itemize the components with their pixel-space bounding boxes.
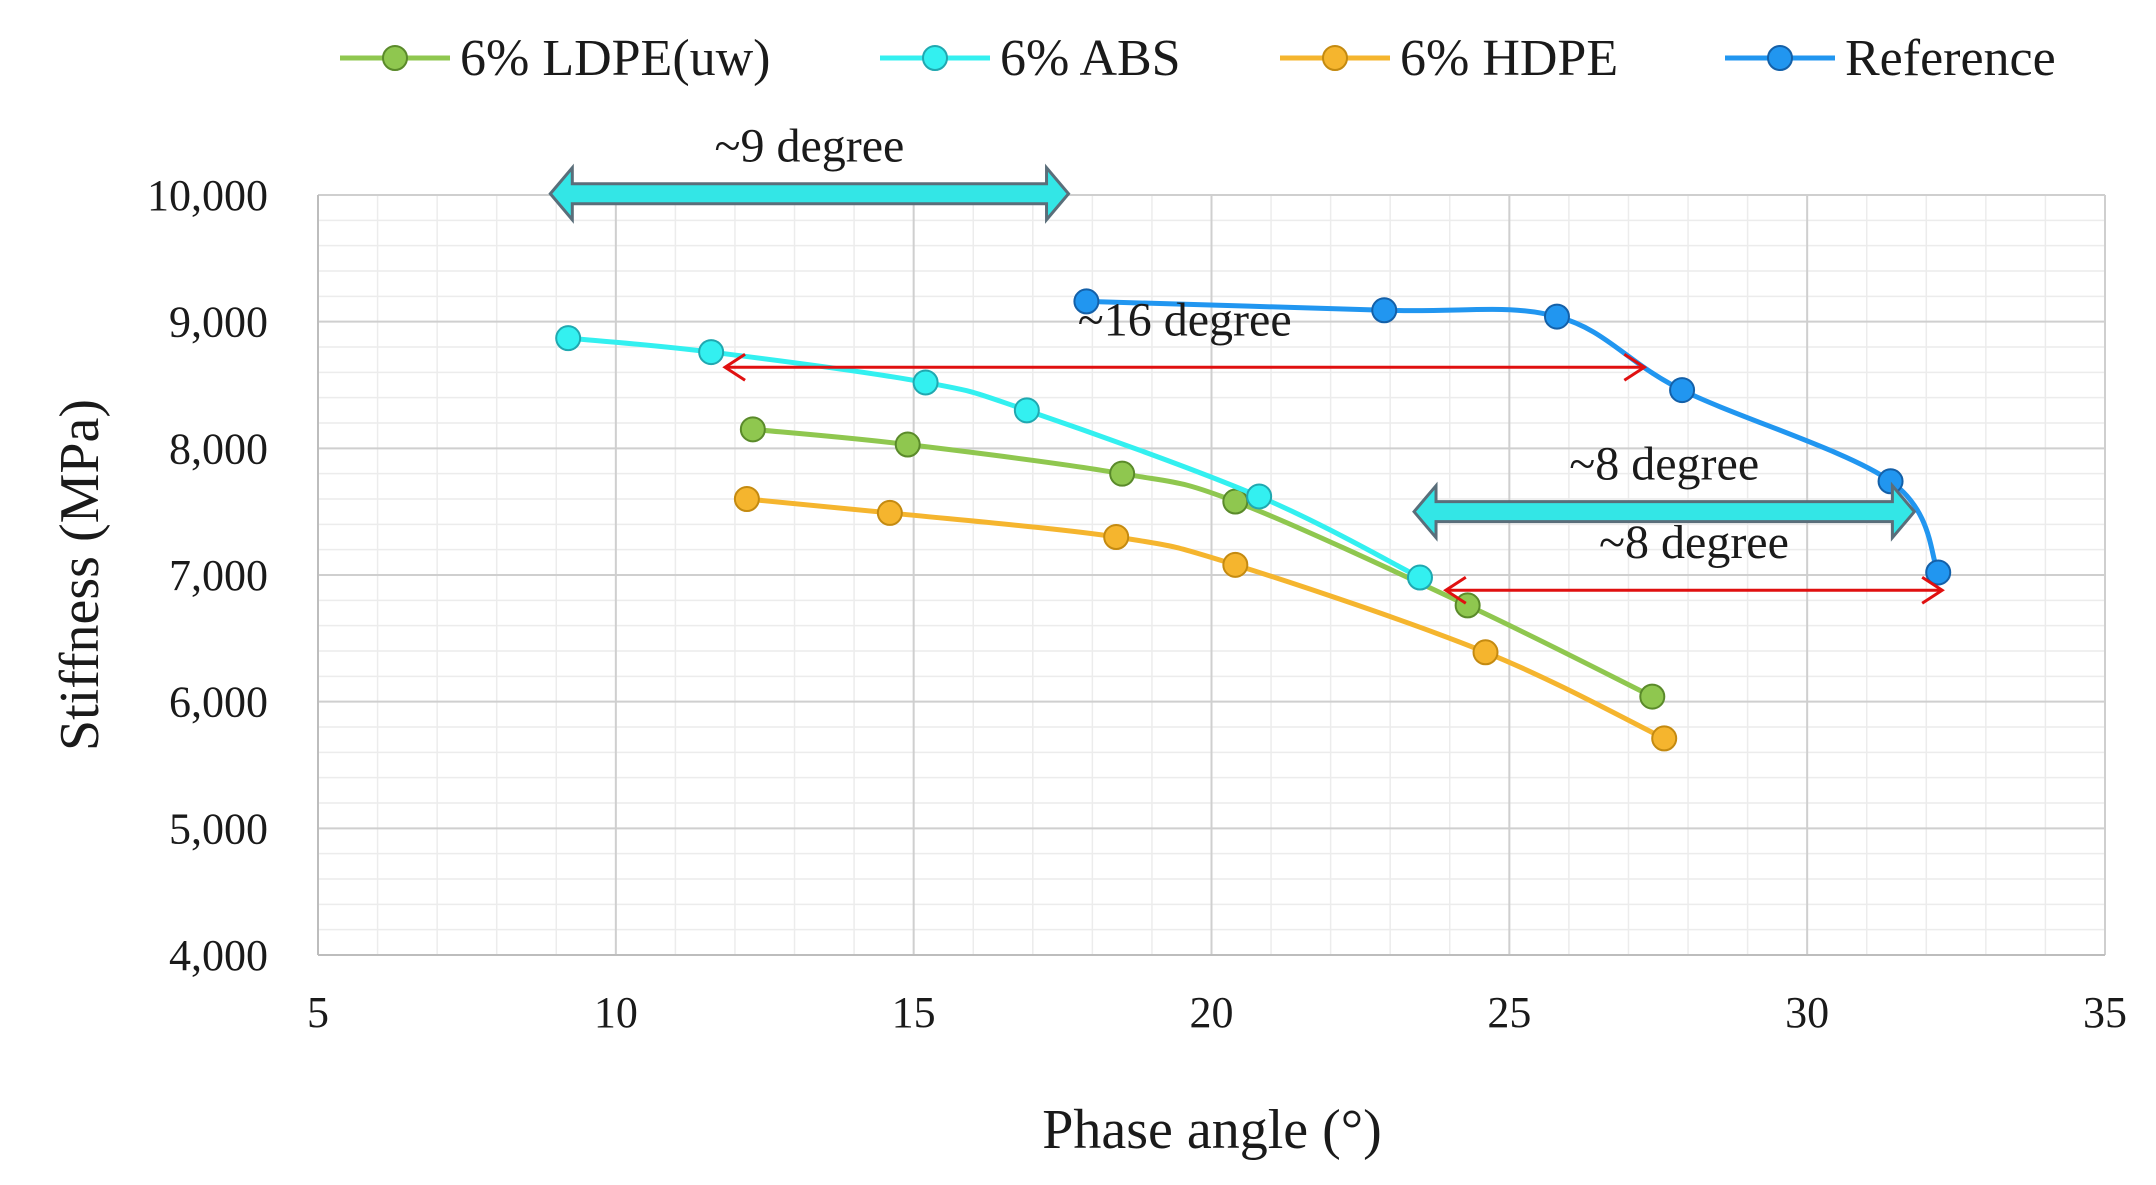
annotation-arrow: ~9 degree [548, 120, 1071, 224]
y-tick-label: 6,000 [169, 678, 268, 727]
legend-item: 6% ABS [880, 30, 1181, 87]
annotation-arrow: ~8 degree [1443, 516, 1945, 605]
series-6-ldpe-uw- [739, 416, 1666, 710]
legend-label: Reference [1845, 30, 2056, 87]
legend-swatch-marker [1322, 45, 1348, 71]
data-point [1073, 288, 1100, 315]
legend: 6% LDPE(uw) 6% ABS 6% HDPE Reference [340, 30, 2056, 87]
data-point [1454, 592, 1481, 619]
data-point [1877, 468, 1904, 495]
x-tick-label: 30 [1785, 988, 1829, 1037]
annotation-label: ~9 degree [714, 120, 904, 173]
data-point [555, 325, 582, 352]
arrow-head-left [722, 353, 746, 382]
data-point [1639, 683, 1666, 710]
legend-item: Reference [1725, 30, 2056, 87]
x-tick-label: 35 [2083, 988, 2127, 1037]
data-point [1925, 559, 1952, 586]
data-point [698, 339, 725, 366]
data-point [1543, 303, 1570, 330]
legend-label: 6% LDPE(uw) [460, 30, 771, 87]
data-point [1103, 524, 1130, 550]
annotation-arrow: ~8 degree [1412, 438, 1917, 542]
arrow-head-right [1623, 353, 1648, 382]
data-point [1246, 483, 1273, 510]
series-line [567, 335, 1422, 580]
y-axis-title: Stiffness (MPa) [49, 399, 111, 751]
data-point [912, 369, 939, 396]
arrow-head-right [1921, 575, 1945, 605]
x-axis-title: Phase angle (°) [1042, 1099, 1382, 1161]
legend-label: 6% HDPE [1400, 30, 1618, 87]
y-tick-label: 9,000 [169, 298, 268, 347]
data-point [1109, 460, 1136, 487]
data-point [1651, 725, 1678, 752]
data-point [1222, 551, 1249, 578]
series-line [752, 426, 1654, 699]
data-point [1371, 297, 1398, 324]
x-tick-label: 10 [594, 988, 638, 1037]
x-tick-label: 5 [307, 988, 329, 1037]
series-6-abs [555, 325, 1433, 591]
annotation-label: ~8 degree [1599, 516, 1789, 569]
y-tick-label: 7,000 [169, 551, 268, 600]
data-point [1669, 377, 1696, 404]
legend-swatch-marker [1767, 45, 1793, 71]
annotations: ~9 degree ~16 degree ~8 degree ~8 degree [548, 120, 1945, 605]
annotation-arrow: ~16 degree [722, 293, 1648, 382]
y-tick-label: 4,000 [169, 931, 268, 980]
y-tick-label: 5,000 [169, 804, 268, 853]
x-tick-label: 25 [1487, 988, 1531, 1037]
data-point [894, 431, 921, 458]
legend-item: 6% LDPE(uw) [340, 30, 771, 87]
x-tick-label: 20 [1190, 988, 1234, 1037]
data-point [1406, 564, 1433, 591]
double-arrow-shape [1412, 481, 1917, 542]
legend-swatch-marker [922, 45, 948, 71]
data-point [1013, 397, 1040, 424]
legend-label: 6% ABS [1000, 30, 1181, 87]
data-point [739, 416, 766, 443]
axes: 5 10 15 20 25 30 35 4,000 5,000 6,000 7,000 8,000 9,… [147, 171, 2127, 1037]
double-arrow-shape [548, 163, 1071, 224]
series-reference [1073, 288, 1952, 586]
y-tick-label: 10,000 [147, 171, 268, 220]
data-point [733, 486, 760, 512]
legend-item: 6% HDPE [1280, 30, 1618, 87]
data-point [1472, 639, 1499, 666]
arrow-head-left [1443, 575, 1467, 605]
data-point [876, 499, 903, 526]
y-tick-label: 8,000 [169, 424, 268, 473]
annotation-label: ~8 degree [1569, 438, 1759, 491]
series-6-hdpe [733, 486, 1678, 752]
series [555, 288, 1952, 752]
grid [317, 194, 2106, 956]
annotation-label: ~16 degree [1078, 293, 1292, 346]
data-point [1222, 488, 1249, 515]
legend-swatch-marker [382, 45, 408, 71]
x-tick-label: 15 [892, 988, 936, 1037]
